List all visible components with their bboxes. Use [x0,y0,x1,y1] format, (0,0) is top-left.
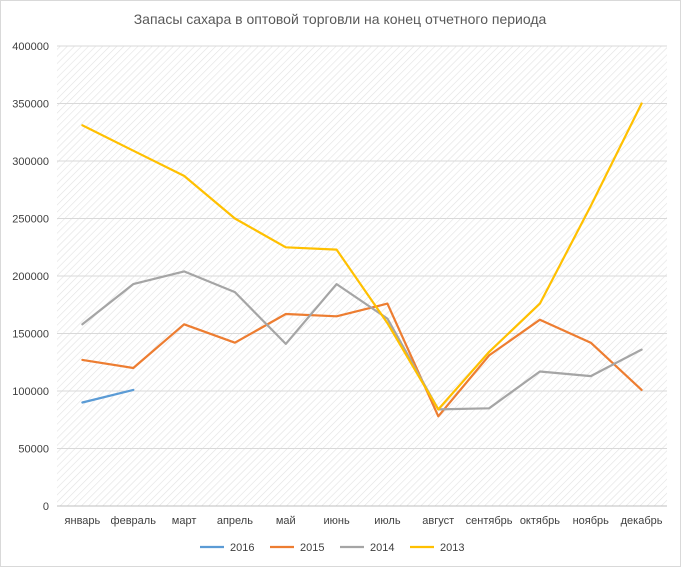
x-tick-label: февраль [111,515,157,527]
legend-label-2016: 2016 [230,542,254,554]
y-tick-label: 250000 [12,214,49,226]
chart-title: Запасы сахара в оптовой торговли на коне… [134,11,547,27]
x-tick-label: апрель [217,515,253,527]
x-tick-label: сентябрь [466,515,513,527]
y-tick-label: 350000 [12,99,49,111]
series-line-2016 [81,388,135,404]
legend: 2016 2015 2014 2013 [200,542,464,554]
series-line-2014 [81,270,643,411]
gridlines [57,45,667,507]
series-line-2015 [81,302,643,418]
y-tick-label: 0 [43,501,49,513]
y-tick-label: 100000 [12,386,49,398]
legend-label-2015: 2015 [300,542,324,554]
x-tick-label: август [422,515,454,527]
series-line-2013 [81,102,643,411]
y-tick-label: 50000 [18,444,49,456]
x-tick-label: март [172,515,197,527]
x-tick-label: май [276,515,296,527]
legend-label-2014: 2014 [370,542,394,554]
legend-label-2013: 2013 [440,542,464,554]
x-tick-label: июнь [323,515,349,527]
x-tick-label: январь [65,515,101,527]
x-tick-label: ноябрь [573,515,610,527]
y-tick-label: 200000 [12,271,49,283]
x-tick-label: октябрь [520,515,560,527]
x-axis-ticks: январь февраль март апрель май июнь июль август… [65,515,663,527]
y-axis-ticks: 0 50000 100000 150000 200000 250000 300000 3500… [12,41,49,513]
series-lines [81,102,643,418]
y-tick-label: 400000 [12,41,49,53]
y-tick-label: 150000 [12,329,49,341]
x-tick-label: декабрь [621,515,663,527]
x-tick-label: июль [374,515,401,527]
y-tick-label: 300000 [12,156,49,168]
